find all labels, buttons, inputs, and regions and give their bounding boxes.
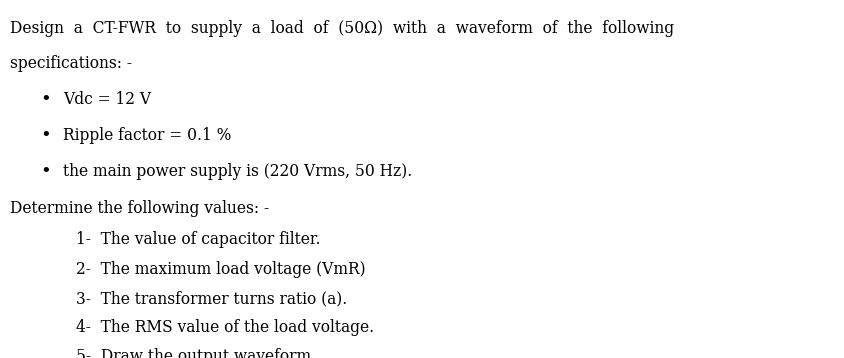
Text: •: • [41, 127, 51, 145]
Text: Determine the following values: -: Determine the following values: - [10, 200, 269, 217]
Text: 3-  The transformer turns ratio (a).: 3- The transformer turns ratio (a). [76, 290, 347, 307]
Text: 1-  The value of capacitor filter.: 1- The value of capacitor filter. [76, 231, 321, 248]
Text: the main power supply is (220 Vrms, 50 Hz).: the main power supply is (220 Vrms, 50 H… [63, 163, 413, 180]
Text: •: • [41, 163, 51, 181]
Text: specifications: -: specifications: - [10, 55, 133, 72]
Text: 5-  Draw the output waveform.: 5- Draw the output waveform. [76, 348, 316, 358]
Text: 2-  The maximum load voltage (VmR): 2- The maximum load voltage (VmR) [76, 261, 365, 277]
Text: •: • [41, 91, 51, 109]
Text: Design  a  CT-FWR  to  supply  a  load  of  (50Ω)  with  a  waveform  of  the  f: Design a CT-FWR to supply a load of (50Ω… [10, 20, 674, 37]
Text: Ripple factor = 0.1 %: Ripple factor = 0.1 % [63, 127, 231, 144]
Text: 4-  The RMS value of the load voltage.: 4- The RMS value of the load voltage. [76, 319, 374, 336]
Text: Vdc = 12 V: Vdc = 12 V [63, 91, 151, 108]
